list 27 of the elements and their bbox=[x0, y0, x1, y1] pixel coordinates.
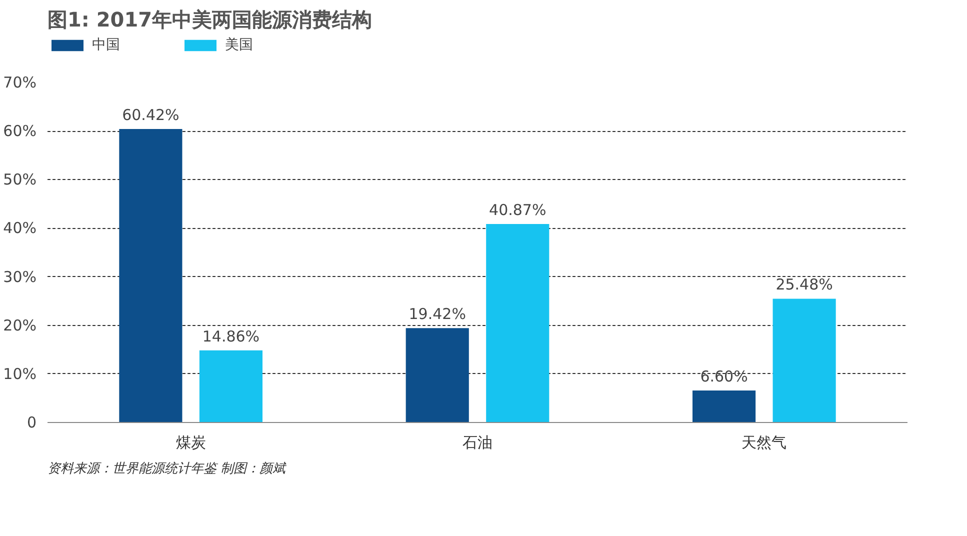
data-label: 14.86% bbox=[202, 327, 260, 346]
y-tick-label: 60% bbox=[3, 122, 37, 140]
bar bbox=[486, 224, 550, 422]
y-tick-label: 70% bbox=[3, 74, 37, 92]
y-tick-label: 0 bbox=[26, 414, 37, 432]
y-tick-label: 20% bbox=[3, 316, 37, 334]
y-tick-label: 10% bbox=[3, 364, 37, 383]
x-tick-label: 石油 bbox=[462, 434, 492, 452]
legend-label: 中国 bbox=[92, 36, 120, 54]
bar bbox=[406, 328, 469, 422]
y-tick-label: 50% bbox=[3, 170, 37, 189]
y-tick-label: 40% bbox=[3, 219, 37, 238]
bar bbox=[692, 390, 756, 422]
bar bbox=[199, 350, 262, 422]
legend-label: 美国 bbox=[225, 36, 253, 54]
x-tick-label: 天然气 bbox=[742, 434, 787, 452]
x-tick-label: 煤炭 bbox=[176, 434, 206, 452]
data-label: 40.87% bbox=[489, 200, 546, 219]
data-label: 6.60% bbox=[700, 367, 748, 386]
bar bbox=[772, 298, 836, 422]
y-tick-label: 30% bbox=[3, 268, 37, 286]
chart-title: 图1: 2017年中美两国能源消费结构 bbox=[48, 8, 372, 32]
data-label: 19.42% bbox=[408, 305, 466, 324]
bar bbox=[119, 129, 182, 422]
data-label: 25.48% bbox=[776, 276, 833, 294]
data-label: 60.42% bbox=[122, 106, 180, 124]
text: 资料来源：世界能源统计年鉴 制图：颜斌 bbox=[48, 462, 288, 476]
